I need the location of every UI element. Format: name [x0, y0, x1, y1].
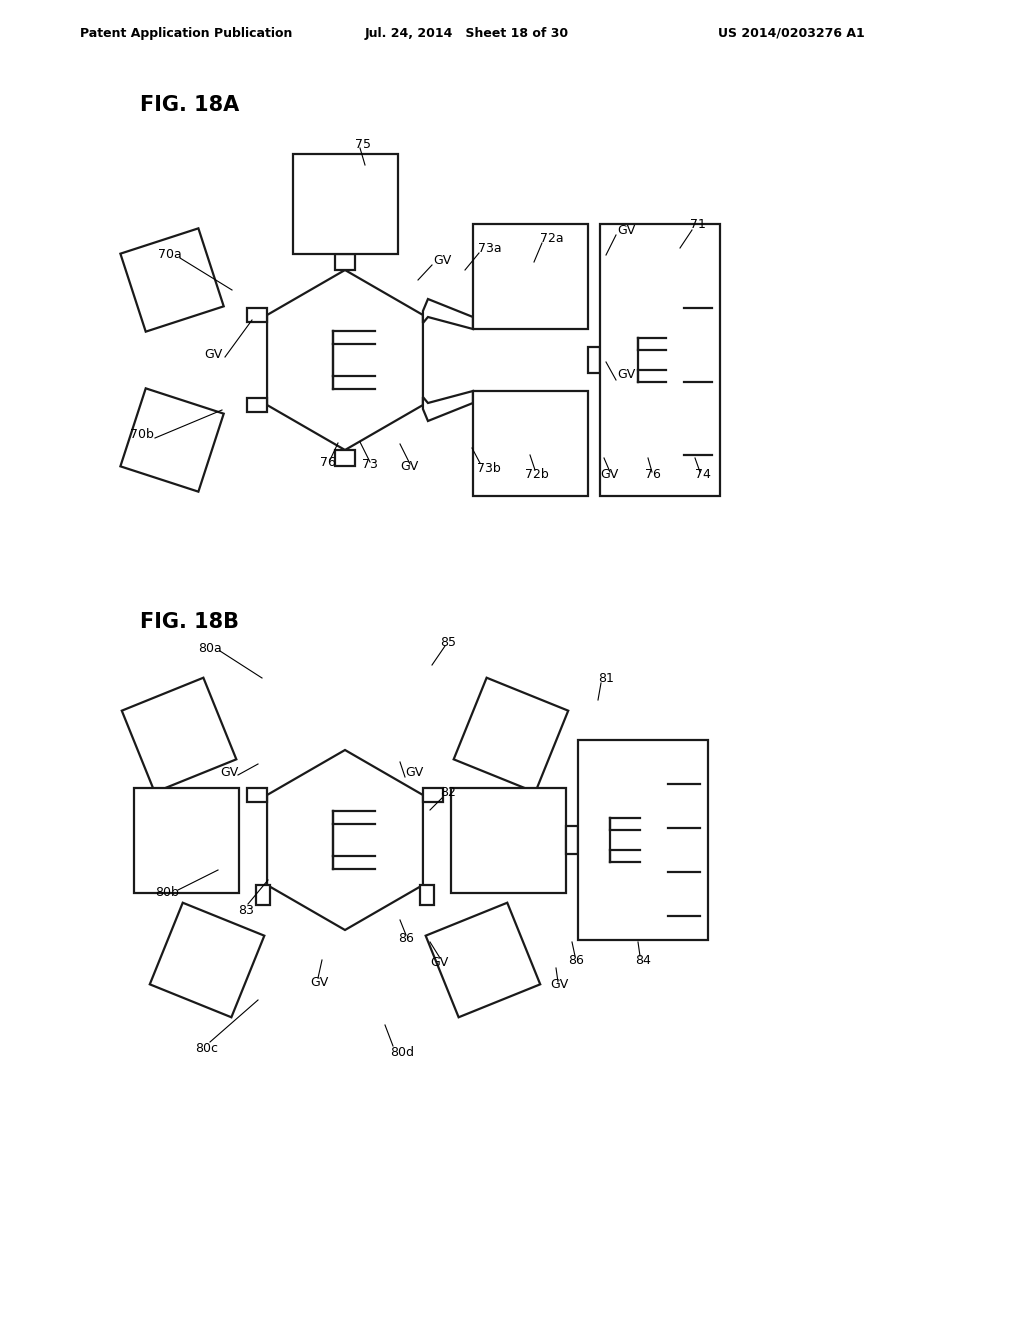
- Bar: [256, 884, 270, 906]
- Bar: [335, 253, 355, 271]
- Bar: [247, 308, 267, 322]
- Polygon shape: [121, 388, 223, 491]
- Text: 81: 81: [598, 672, 613, 685]
- Text: 83: 83: [238, 903, 254, 916]
- Text: GV: GV: [617, 223, 635, 236]
- Polygon shape: [423, 391, 473, 421]
- Bar: [600, 224, 720, 496]
- Bar: [247, 399, 267, 412]
- Text: 85: 85: [440, 635, 456, 648]
- Bar: [423, 788, 443, 803]
- Text: 76: 76: [319, 457, 336, 470]
- Bar: [473, 224, 588, 329]
- Bar: [420, 884, 434, 906]
- Bar: [566, 826, 578, 854]
- Polygon shape: [267, 750, 423, 931]
- Text: GV: GV: [406, 766, 423, 779]
- Text: 73b: 73b: [477, 462, 501, 474]
- Text: GV: GV: [400, 461, 418, 474]
- Text: 75: 75: [355, 139, 371, 152]
- Text: 76: 76: [645, 469, 660, 482]
- Bar: [293, 154, 397, 253]
- Polygon shape: [122, 677, 237, 792]
- Text: 86: 86: [398, 932, 414, 945]
- Text: 72a: 72a: [540, 231, 563, 244]
- Text: 73: 73: [362, 458, 378, 471]
- Text: GV: GV: [433, 253, 452, 267]
- Text: US 2014/0203276 A1: US 2014/0203276 A1: [718, 26, 864, 40]
- Text: 74: 74: [695, 469, 711, 482]
- Text: 82: 82: [440, 785, 456, 799]
- Polygon shape: [423, 300, 473, 329]
- Text: GV: GV: [430, 956, 449, 969]
- Polygon shape: [426, 903, 541, 1018]
- Text: 86: 86: [568, 953, 584, 966]
- Bar: [473, 391, 588, 496]
- Polygon shape: [121, 228, 223, 331]
- Bar: [578, 741, 708, 940]
- Text: 71: 71: [690, 219, 706, 231]
- Text: GV: GV: [617, 368, 635, 381]
- Text: 80a: 80a: [198, 642, 222, 655]
- Text: 80c: 80c: [195, 1041, 218, 1055]
- Text: Jul. 24, 2014   Sheet 18 of 30: Jul. 24, 2014 Sheet 18 of 30: [365, 26, 569, 40]
- Text: GV: GV: [600, 469, 618, 482]
- Polygon shape: [150, 903, 264, 1018]
- Text: 84: 84: [635, 953, 651, 966]
- Bar: [134, 788, 239, 892]
- Bar: [451, 788, 566, 892]
- Text: GV: GV: [204, 348, 222, 362]
- Text: 72b: 72b: [525, 469, 549, 482]
- Text: Patent Application Publication: Patent Application Publication: [80, 26, 293, 40]
- Bar: [588, 347, 600, 374]
- Text: GV: GV: [310, 975, 329, 989]
- Text: 70a: 70a: [158, 248, 181, 261]
- Text: 80d: 80d: [390, 1045, 414, 1059]
- Polygon shape: [267, 271, 423, 450]
- Text: FIG. 18A: FIG. 18A: [140, 95, 240, 115]
- Text: 80b: 80b: [155, 886, 179, 899]
- Bar: [247, 788, 267, 803]
- Text: GV: GV: [220, 766, 239, 779]
- Text: 73a: 73a: [478, 242, 502, 255]
- Polygon shape: [454, 677, 568, 792]
- Bar: [335, 450, 355, 466]
- Text: 70b: 70b: [130, 429, 154, 441]
- Text: FIG. 18B: FIG. 18B: [140, 612, 239, 632]
- Text: GV: GV: [550, 978, 568, 991]
